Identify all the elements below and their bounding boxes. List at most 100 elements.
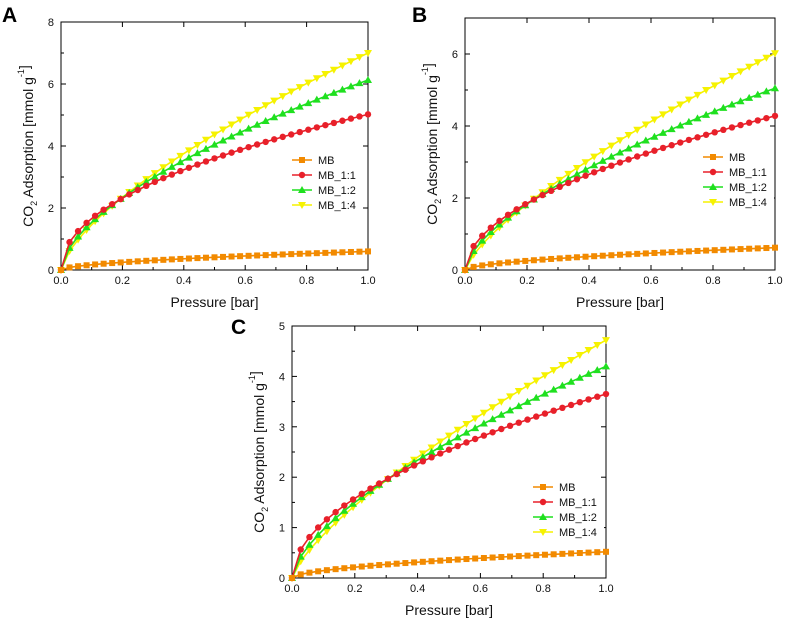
data-point: [573, 254, 580, 261]
data-point: [684, 96, 693, 104]
data-point: [478, 236, 487, 244]
data-point: [219, 152, 227, 159]
data-point: [651, 249, 658, 256]
data-point: [728, 246, 735, 253]
data-point: [677, 139, 684, 146]
data-point: [470, 242, 477, 250]
data-point: [565, 179, 572, 187]
data-point: [219, 136, 228, 144]
data-point: [338, 85, 347, 93]
data-point: [771, 84, 779, 92]
data-point: [565, 254, 572, 261]
x-tick-label: 0.6: [473, 583, 488, 595]
data-point: [532, 393, 541, 401]
data-point: [177, 167, 184, 175]
y-tick-label: 6: [452, 49, 458, 61]
y-tick-label: 0: [279, 573, 285, 585]
data-point: [559, 404, 566, 412]
data-point: [659, 144, 667, 152]
data-point: [728, 124, 736, 131]
data-point: [584, 369, 593, 377]
data-point: [737, 121, 744, 129]
data-point: [160, 256, 167, 263]
data-point: [134, 258, 141, 265]
legend-marker: [298, 202, 306, 209]
data-point: [126, 258, 133, 265]
data-point: [330, 119, 338, 127]
data-point: [271, 251, 278, 258]
data-point: [297, 571, 304, 578]
data-point: [364, 50, 372, 57]
data-point: [279, 133, 286, 141]
data-point: [419, 558, 426, 565]
data-point: [685, 248, 692, 255]
data-point: [540, 372, 549, 380]
data-point: [676, 101, 685, 109]
data-point: [462, 267, 468, 273]
panel-letter-a: A: [2, 4, 17, 27]
y-tick-label: 4: [279, 371, 285, 383]
data-point: [559, 550, 566, 557]
data-point: [151, 257, 158, 264]
legend-label: MB_1:2: [729, 182, 767, 194]
data-point: [479, 409, 488, 417]
x-axis-title: Pressure [bar]: [171, 294, 259, 310]
data-point: [745, 119, 753, 126]
legend-marker: [539, 513, 547, 520]
data-point: [633, 140, 642, 148]
legend-label: MB: [318, 155, 335, 167]
data-point: [356, 248, 363, 255]
data-point: [160, 174, 167, 182]
data-point: [201, 144, 210, 152]
data-point: [539, 256, 546, 263]
data-point: [100, 260, 107, 267]
data-point: [497, 398, 506, 406]
data-point: [616, 137, 624, 145]
data-point: [549, 367, 558, 375]
data-point: [184, 147, 193, 155]
series-mb-1-1: [461, 112, 779, 274]
data-point: [762, 54, 771, 62]
data-point: [515, 553, 522, 560]
data-point: [598, 156, 607, 164]
data-point: [142, 177, 151, 185]
data-point: [736, 97, 745, 105]
data-point: [514, 388, 523, 396]
x-tick-label: 0.0: [284, 583, 299, 595]
data-point: [168, 256, 175, 263]
series-mb: [462, 244, 778, 273]
data-point: [313, 124, 321, 131]
data-point: [659, 128, 668, 136]
x-tick-label: 1.0: [598, 583, 613, 595]
data-point: [659, 111, 668, 119]
data-point: [349, 496, 357, 503]
legend-marker: [539, 498, 547, 506]
data-point: [745, 93, 754, 101]
y-axis-title: CO2 Adsorption [mmol g-1]: [420, 63, 443, 225]
data-point: [532, 377, 541, 385]
data-point: [312, 95, 321, 103]
x-tick-label: 0.2: [115, 275, 130, 287]
data-point: [568, 550, 575, 557]
data-point: [66, 238, 73, 246]
data-point: [772, 244, 778, 251]
series-mb-1-2: [57, 75, 372, 273]
data-point: [270, 136, 278, 143]
data-point: [608, 252, 615, 259]
data-point: [168, 171, 176, 178]
legend-label: MB: [729, 152, 746, 164]
legend-label: MB_1:1: [318, 170, 356, 182]
data-point: [470, 263, 477, 270]
data-point: [641, 121, 650, 129]
data-point: [134, 186, 141, 194]
series-line: [291, 551, 607, 579]
data-point: [454, 442, 461, 450]
data-point: [693, 114, 702, 122]
data-point: [270, 113, 279, 121]
data-point: [720, 246, 727, 253]
data-point: [321, 70, 330, 78]
data-point: [306, 533, 313, 541]
data-point: [556, 255, 563, 262]
data-point: [314, 524, 322, 531]
